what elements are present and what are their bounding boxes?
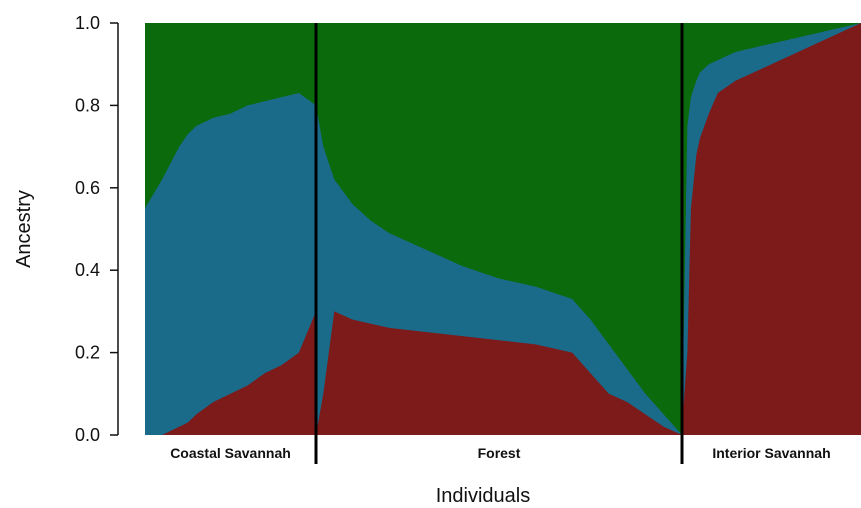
red-ancestry-area	[682, 23, 861, 435]
group-labels: Coastal Savannah Forest Interior Savannah	[170, 445, 830, 461]
y-tick-label: 0.4	[75, 260, 100, 280]
plot-areas	[145, 23, 861, 436]
y-tick-label: 0.6	[75, 178, 100, 198]
red-ancestry-area	[316, 311, 682, 435]
x-axis-title: Individuals	[436, 485, 531, 507]
y-axis-ticks: 0.0 0.2 0.4 0.6 0.8 1.0	[75, 13, 118, 445]
y-tick-label: 0.8	[75, 95, 100, 115]
group-label: Coastal Savannah	[170, 445, 291, 461]
group-label: Forest	[478, 445, 521, 461]
y-tick-label: 1.0	[75, 13, 100, 33]
group-dividers	[314, 23, 684, 464]
group-label: Interior Savannah	[712, 445, 830, 461]
y-tick-label: 0.0	[75, 425, 100, 445]
blue-ancestry-area	[145, 93, 316, 435]
red-ancestry-area	[145, 311, 316, 435]
y-tick-label: 0.2	[75, 343, 100, 363]
y-axis-title: Ancestry	[13, 190, 35, 268]
